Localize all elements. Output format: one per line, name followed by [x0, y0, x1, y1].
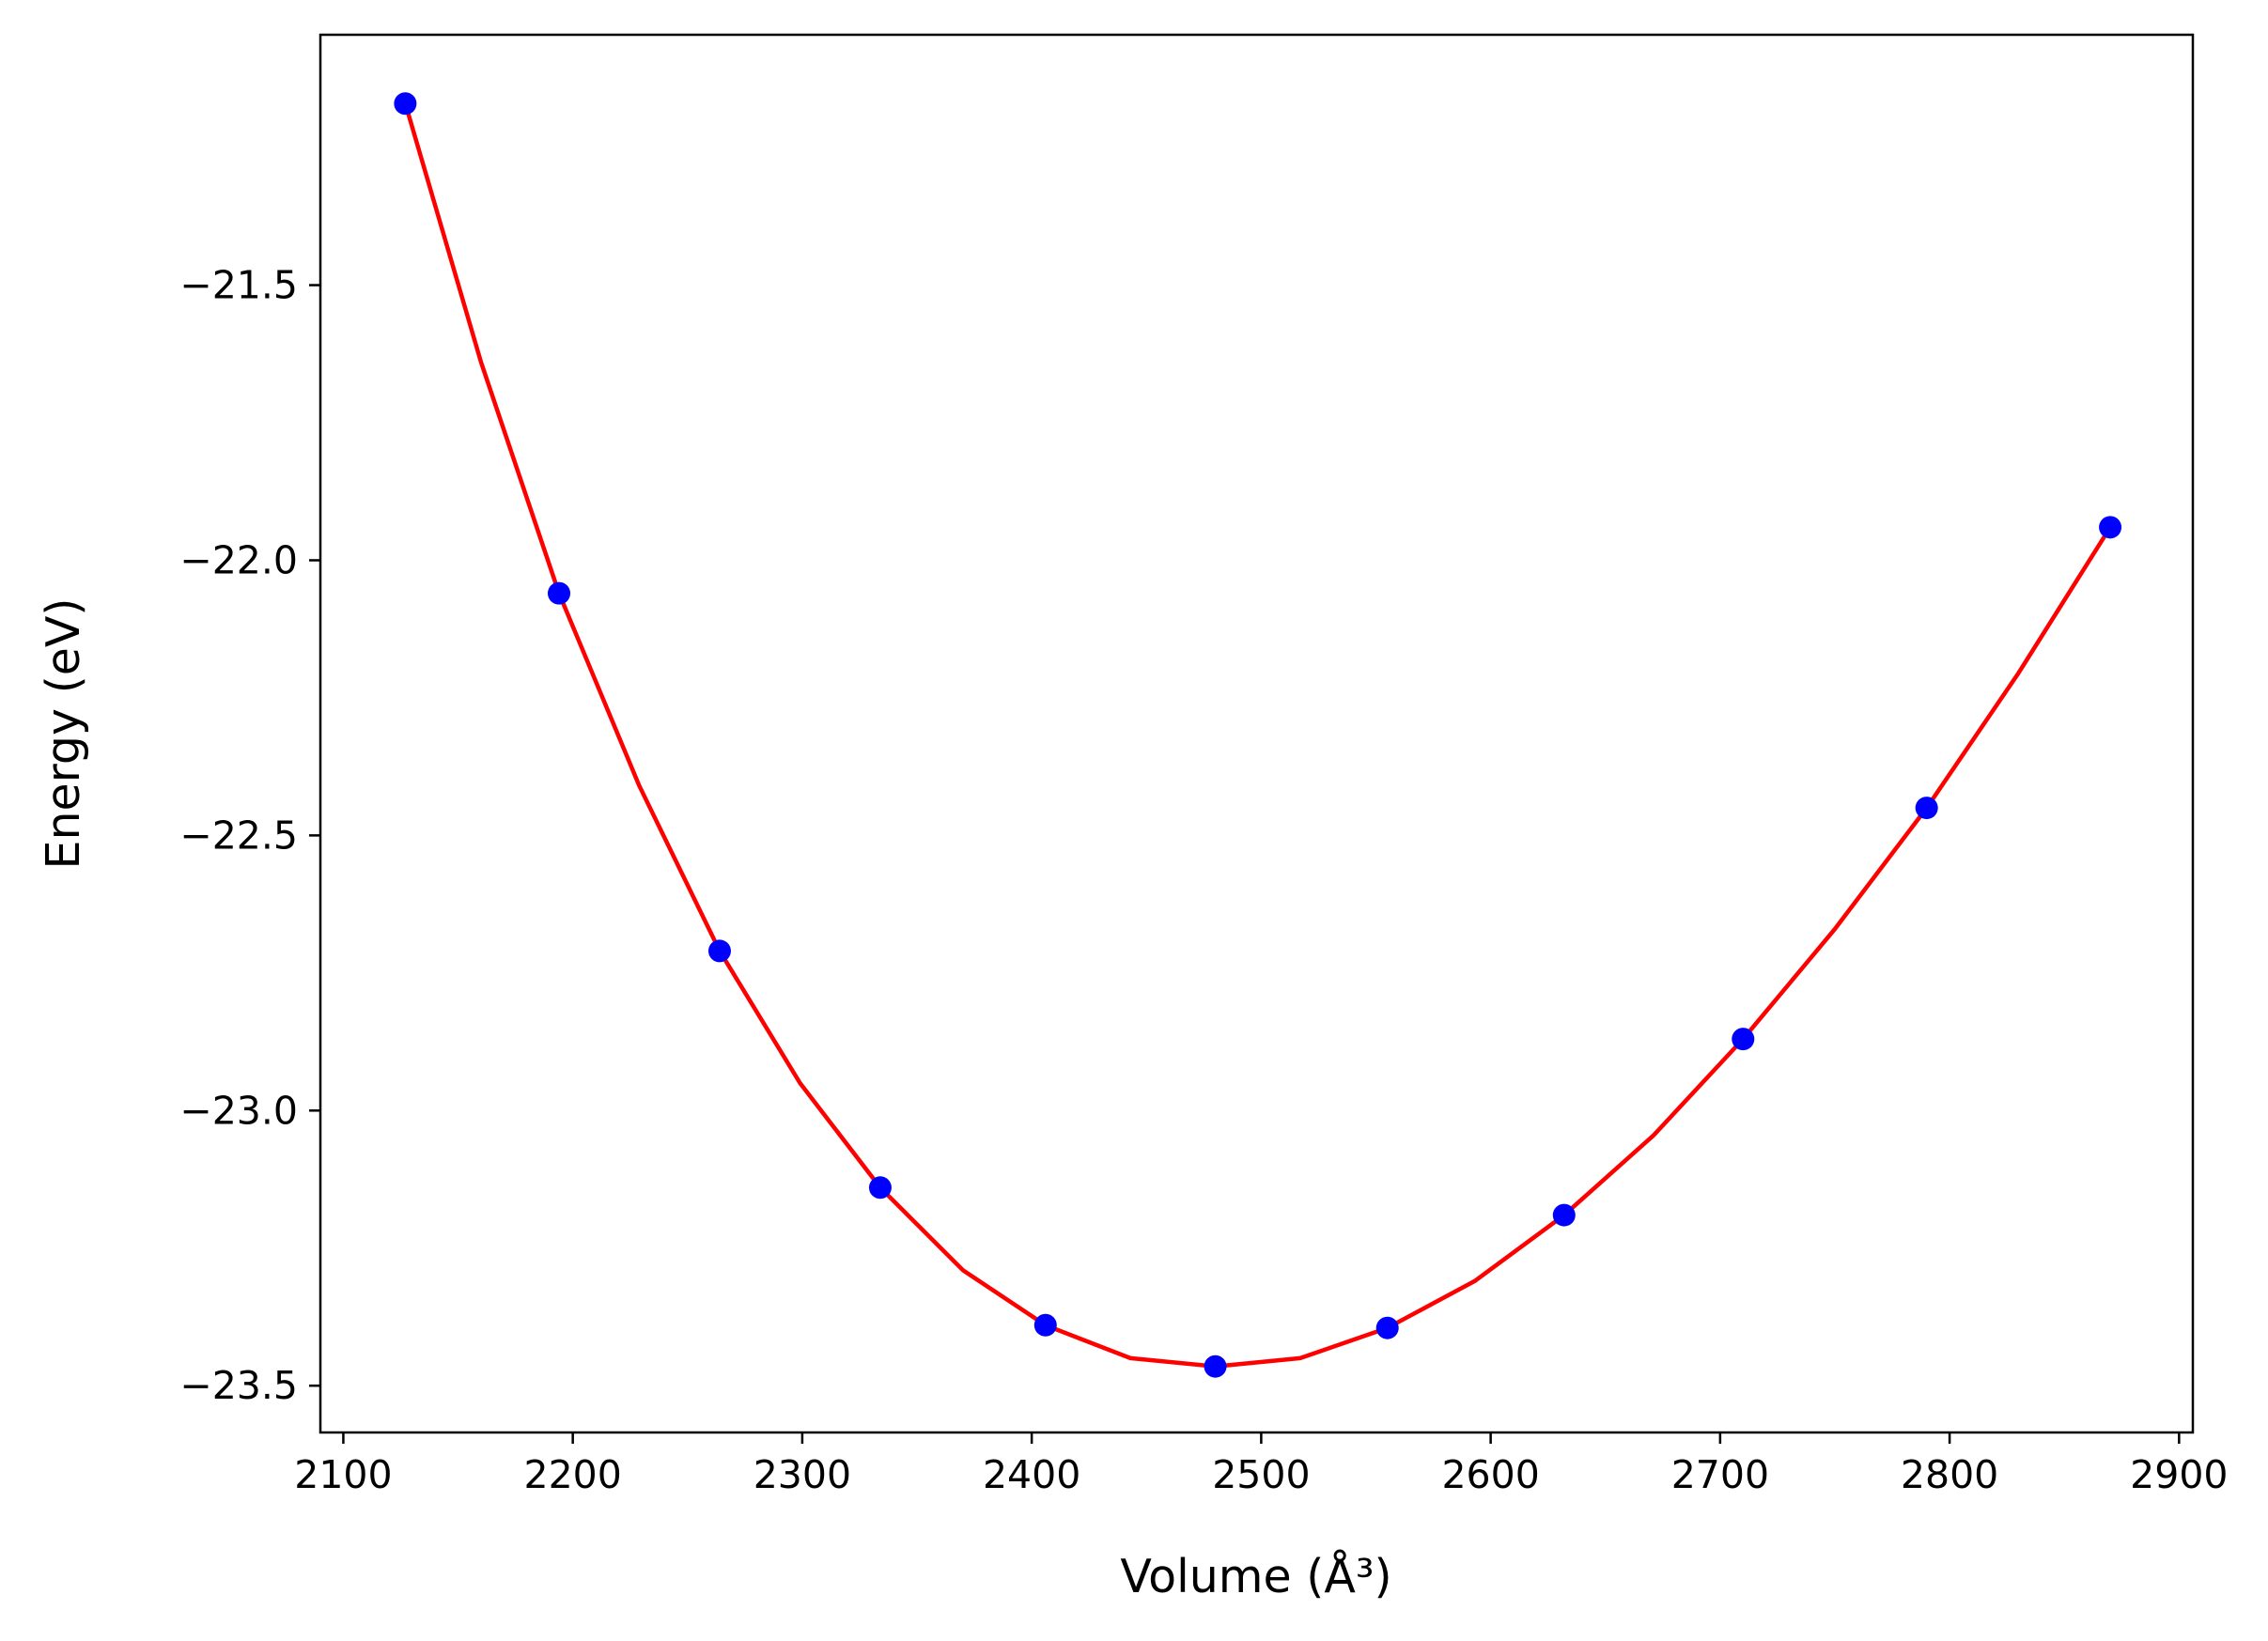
y-tick-label: −22.5	[179, 813, 298, 858]
x-axis-ticks: 2100 2200 2300 2400 2500 2600 2700 2800 2900	[294, 1432, 2229, 1497]
x-axis-label: Volume (Å³)	[1120, 1548, 1391, 1603]
y-tick-label: −23.5	[179, 1363, 298, 1408]
y-tick-label: −21.5	[179, 263, 298, 308]
y-axis-ticks: −21.5 −22.0 −22.5 −23.0 −23.5	[179, 263, 320, 1408]
y-axis-label: Energy (eV)	[37, 597, 90, 869]
x-tick-label: 2600	[1441, 1452, 1539, 1497]
x-tick-label: 2500	[1212, 1452, 1310, 1497]
data-point	[394, 92, 417, 116]
data-points-layer	[394, 92, 2122, 1378]
data-point	[548, 581, 571, 605]
data-point	[1552, 1203, 1576, 1227]
y-tick-label: −22.0	[179, 537, 298, 582]
plot-frame	[318, 33, 2195, 1434]
data-point	[1033, 1313, 1057, 1337]
x-tick-label: 2100	[294, 1452, 392, 1497]
data-point	[1732, 1028, 1755, 1051]
y-tick-label: −23.0	[179, 1088, 298, 1133]
x-tick-label: 2700	[1671, 1452, 1769, 1497]
x-tick-label: 2800	[1901, 1452, 1998, 1497]
x-tick-label: 2200	[523, 1452, 621, 1497]
data-point	[2099, 516, 2122, 539]
data-point	[1204, 1355, 1227, 1378]
data-point	[1915, 797, 1938, 820]
x-tick-label: 2300	[753, 1452, 851, 1497]
data-point	[1375, 1316, 1399, 1339]
data-point	[707, 939, 731, 963]
data-point	[868, 1176, 892, 1200]
x-tick-label: 2400	[983, 1452, 1080, 1497]
x-tick-label: 2900	[2130, 1452, 2228, 1497]
